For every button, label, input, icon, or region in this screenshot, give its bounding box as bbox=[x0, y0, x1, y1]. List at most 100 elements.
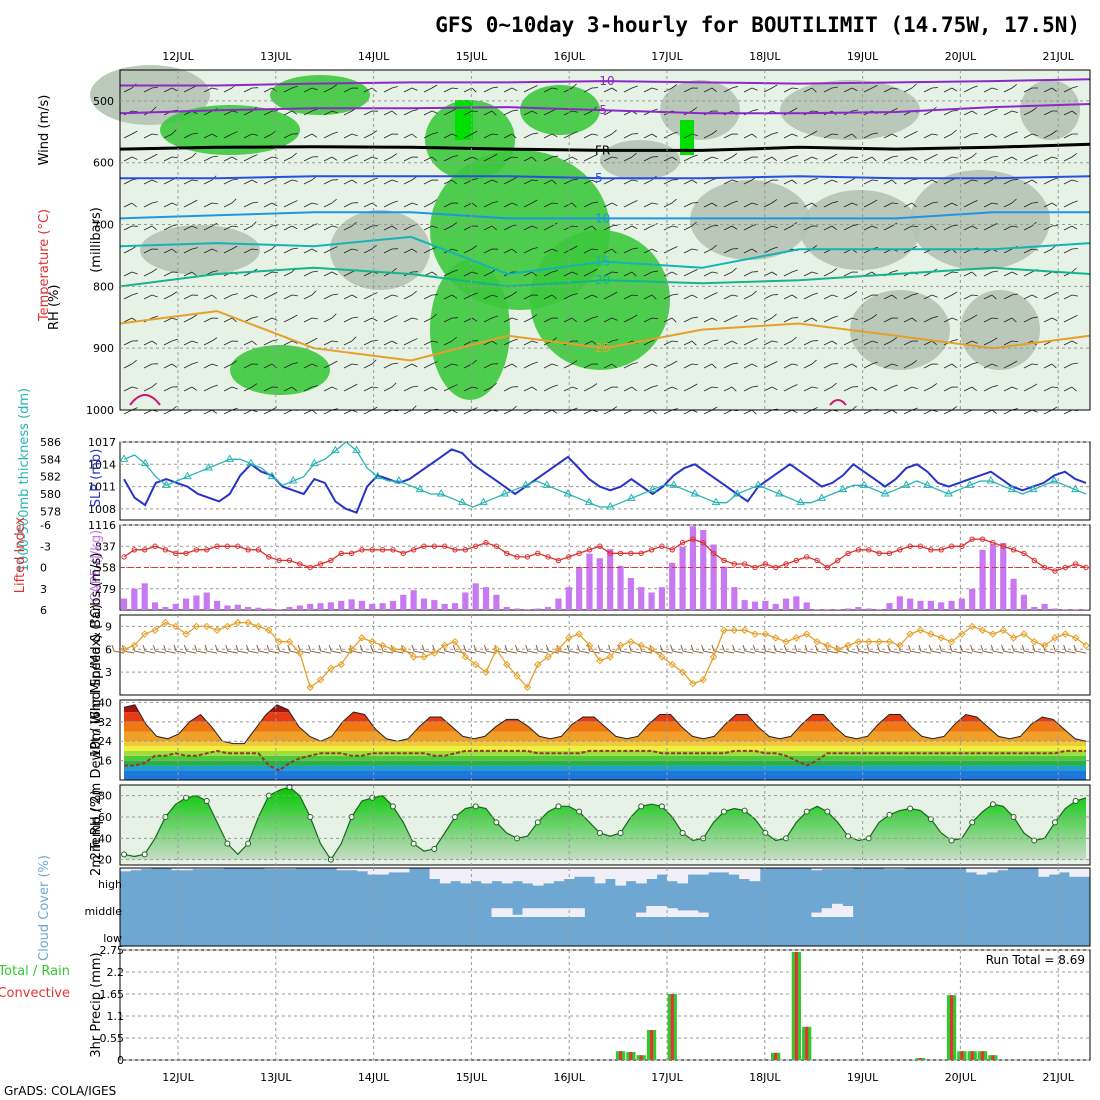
date-label-bottom: 15JUL bbox=[456, 1071, 488, 1084]
wind-barb bbox=[183, 199, 198, 208]
cloud-high-gap bbox=[666, 868, 678, 882]
wind-barb bbox=[563, 271, 578, 277]
wind-barb-10m bbox=[773, 644, 787, 654]
wind-barb bbox=[543, 248, 558, 254]
cloud-high-gap bbox=[594, 868, 606, 884]
wind-barb bbox=[123, 340, 139, 346]
wind-barb bbox=[463, 317, 478, 323]
wind-barb bbox=[383, 179, 398, 185]
bar-precip-convective bbox=[794, 952, 798, 1060]
wind-barb bbox=[1003, 271, 1018, 277]
wind-barb bbox=[1043, 177, 1058, 185]
wind-barb bbox=[923, 133, 938, 139]
wind-barb bbox=[563, 225, 579, 231]
wind-barb bbox=[463, 271, 478, 277]
wind-barb bbox=[963, 294, 979, 300]
wind-barb bbox=[323, 110, 338, 116]
bar-cape bbox=[151, 602, 159, 610]
point-wind bbox=[420, 653, 428, 661]
ytick-pressure: 500 bbox=[93, 95, 114, 108]
point-thickness bbox=[1028, 484, 1038, 493]
point-wind bbox=[699, 676, 707, 684]
wind-barb bbox=[643, 156, 659, 162]
wind-barb bbox=[163, 129, 177, 139]
wind-barb bbox=[683, 294, 698, 300]
wind-barb bbox=[883, 133, 898, 139]
bar-cape bbox=[1082, 609, 1090, 610]
point-li bbox=[710, 550, 717, 557]
wind-barb bbox=[583, 154, 598, 162]
point-li bbox=[1000, 543, 1006, 549]
wind-barb-10m bbox=[370, 644, 383, 654]
point-li bbox=[255, 547, 262, 553]
bar-cape bbox=[513, 608, 521, 610]
wind-barb bbox=[1063, 200, 1078, 208]
point-rh bbox=[948, 837, 955, 844]
wind-barb bbox=[303, 108, 318, 116]
point-rh bbox=[741, 807, 748, 814]
date-label-bottom: 19JUL bbox=[847, 1071, 879, 1084]
bar-cape bbox=[565, 587, 572, 610]
bar-precip-convective bbox=[970, 1051, 974, 1060]
wind-barb-10m bbox=[690, 644, 704, 654]
cloud-high-gap bbox=[285, 868, 296, 870]
wind-barb bbox=[543, 179, 557, 185]
wind-barb-10m bbox=[908, 644, 921, 654]
point-wind bbox=[440, 641, 449, 650]
wind-barb bbox=[1063, 340, 1078, 346]
wind-barb bbox=[623, 133, 639, 139]
wind-barb bbox=[883, 179, 897, 185]
wind-barb bbox=[243, 294, 258, 300]
wind-barb bbox=[783, 155, 798, 162]
bar-precip-convective bbox=[639, 1055, 643, 1060]
ytick-li: 3 bbox=[40, 583, 47, 596]
wind-barb bbox=[923, 225, 937, 231]
wind-barb-10m bbox=[318, 644, 331, 654]
bar-cape bbox=[793, 596, 800, 610]
rh-max-patch bbox=[455, 100, 473, 140]
wind-barb bbox=[583, 383, 598, 392]
point-li bbox=[897, 547, 903, 553]
point-wind bbox=[296, 649, 304, 657]
wind-barb bbox=[183, 386, 198, 392]
cloud-high-gap bbox=[687, 868, 699, 875]
date-label-top: 13JUL bbox=[260, 50, 292, 63]
point-wind bbox=[1020, 630, 1028, 638]
point-wind bbox=[730, 626, 739, 634]
wind-barb bbox=[143, 153, 158, 162]
point-wind bbox=[751, 630, 759, 638]
cloud-high-gap bbox=[192, 868, 204, 870]
wind-barb-10m bbox=[670, 644, 683, 654]
wind-barb bbox=[643, 202, 658, 208]
ytick-cloud: middle bbox=[84, 905, 122, 918]
wind-barb bbox=[163, 202, 178, 208]
wind-barb bbox=[523, 156, 537, 162]
y-axis-label-slp: SLP (mb) bbox=[89, 449, 104, 508]
point-thickness bbox=[436, 489, 446, 497]
wind-barb bbox=[483, 133, 499, 139]
wind-barb bbox=[123, 156, 138, 162]
wind-barb bbox=[903, 225, 919, 231]
wind-barb bbox=[303, 363, 318, 369]
wind-barb bbox=[503, 87, 518, 93]
point-rh bbox=[638, 803, 645, 810]
panels: 12JUL 12JUL 13JUL 13JUL 14JUL 14JUL 15JUL 15JUL… bbox=[0, 50, 1091, 1084]
bar-precip-convective bbox=[629, 1052, 633, 1060]
wind-barb bbox=[803, 271, 818, 277]
wind-barb bbox=[1063, 85, 1078, 93]
bar-cape bbox=[348, 599, 355, 610]
legend-rh: RH (%) bbox=[47, 285, 62, 330]
bar-cape bbox=[958, 598, 965, 610]
wind-barb-10m bbox=[1063, 644, 1076, 654]
point-wind bbox=[306, 683, 314, 692]
wind-barb bbox=[903, 131, 918, 139]
wind-barb bbox=[303, 133, 318, 139]
wind-barb bbox=[383, 294, 398, 300]
wind-barb bbox=[323, 131, 338, 139]
rh-shade bbox=[800, 190, 920, 270]
ytick-rh: 80 bbox=[98, 790, 112, 803]
wind-barb bbox=[563, 202, 577, 208]
point-li bbox=[1010, 547, 1017, 553]
cloud-high-gap bbox=[202, 868, 214, 870]
point-wind bbox=[1009, 634, 1018, 642]
